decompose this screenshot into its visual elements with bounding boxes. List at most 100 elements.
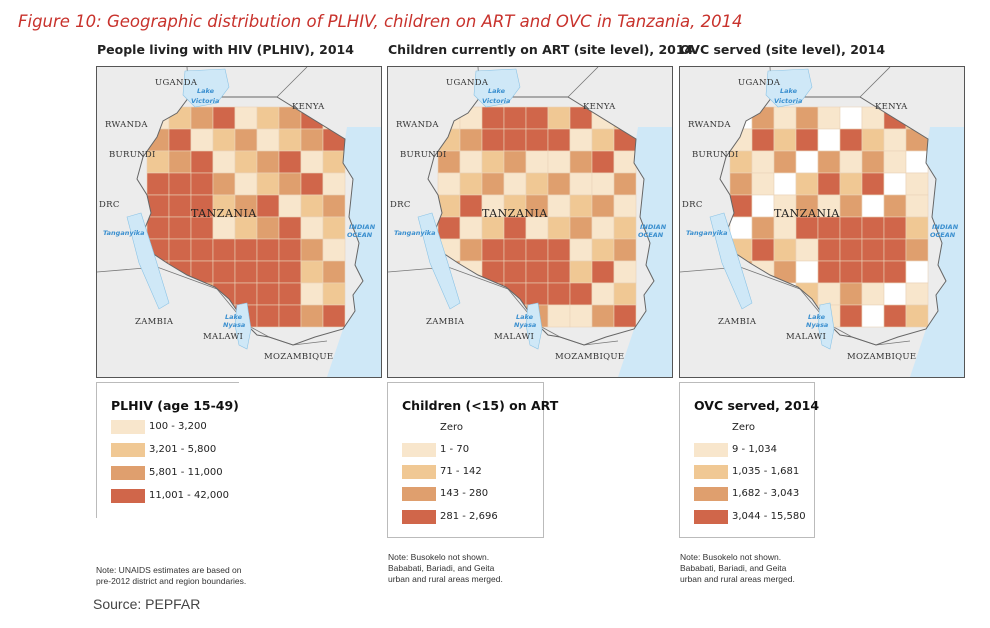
district	[459, 216, 483, 240]
legend-label: 11,001 - 42,000	[149, 490, 229, 501]
district	[300, 172, 324, 196]
district	[212, 106, 236, 130]
district	[839, 238, 863, 262]
district	[234, 106, 258, 130]
district	[905, 260, 929, 284]
district	[168, 128, 192, 152]
district	[278, 216, 302, 240]
legend-swatch	[694, 510, 728, 524]
legend-swatch	[111, 420, 145, 434]
district	[817, 216, 841, 240]
district	[613, 260, 637, 284]
district	[278, 128, 302, 152]
district	[459, 194, 483, 218]
label-drc: DRC	[99, 200, 120, 210]
district	[278, 260, 302, 284]
district	[300, 150, 324, 174]
lake-victoria	[765, 68, 813, 108]
district	[300, 260, 324, 284]
map-ovc: UGANDA KENYA RWANDA BURUNDI DRC TANZANIA ZAMBI…	[679, 66, 965, 378]
district	[256, 216, 280, 240]
district	[547, 238, 571, 262]
district	[591, 216, 615, 240]
district	[234, 282, 258, 306]
district	[795, 150, 819, 174]
label-indian-ocean: INDIAN	[349, 223, 376, 231]
label-lake-tanganyika: Tanganyika	[686, 229, 728, 237]
source-credit: Source: PEPFAR	[93, 596, 201, 612]
district	[751, 172, 775, 196]
indian-ocean	[910, 127, 964, 377]
district	[569, 150, 593, 174]
label-drc: DRC	[682, 200, 703, 210]
label-drc: DRC	[390, 200, 411, 210]
district	[256, 238, 280, 262]
label-uganda: UGANDA	[738, 78, 781, 88]
tanzania-outline	[427, 96, 655, 346]
district	[234, 238, 258, 262]
map-children-art: UGANDA KENYA RWANDA BURUNDI DRC TANZANIA ZAMBI…	[387, 66, 673, 378]
district	[256, 304, 280, 328]
district	[839, 282, 863, 306]
label-mozambique: MOZAMBIQUE	[264, 352, 333, 362]
district	[212, 216, 236, 240]
district	[773, 172, 797, 196]
legend-swatch	[694, 465, 728, 479]
district	[591, 260, 615, 284]
district	[481, 150, 505, 174]
district	[300, 216, 324, 240]
district	[234, 150, 258, 174]
district	[459, 128, 483, 152]
label-zambia: ZAMBIA	[135, 317, 174, 327]
label-lake-victoria: Lake	[197, 87, 215, 95]
district	[861, 260, 885, 284]
district	[547, 260, 571, 284]
label-burundi: BURUNDI	[109, 150, 156, 160]
district	[256, 150, 280, 174]
legend-label: 1,682 - 3,043	[732, 488, 800, 499]
district	[839, 216, 863, 240]
district	[817, 172, 841, 196]
tanzania-outline	[719, 96, 947, 346]
lake-nyasa	[234, 302, 252, 350]
district	[861, 216, 885, 240]
district	[234, 260, 258, 284]
legend-plhiv: PLHIV (age 15-49) 100 - 3,200 3,201 - 5,…	[96, 382, 239, 518]
label-malawi: MALAWI	[203, 332, 243, 342]
district	[817, 282, 841, 306]
note-plhiv: Note: UNAIDS estimates are based on pre-…	[96, 565, 246, 587]
district	[322, 172, 346, 196]
district	[773, 150, 797, 174]
district	[569, 172, 593, 196]
district	[256, 172, 280, 196]
district	[591, 128, 615, 152]
district	[437, 216, 461, 240]
district	[459, 238, 483, 262]
district	[883, 150, 907, 174]
district	[839, 128, 863, 152]
district	[459, 150, 483, 174]
label-tanzania: TANZANIA	[774, 207, 840, 220]
legend-children-art: Children (<15) on ART Zero 1 - 70 71 - 1…	[387, 382, 558, 538]
district	[256, 260, 280, 284]
district	[190, 172, 214, 196]
district	[437, 172, 461, 196]
label-kenya: KENYA	[875, 102, 908, 112]
district	[503, 106, 527, 130]
district	[234, 172, 258, 196]
note-line: pre-2012 district and region boundaries.	[96, 576, 247, 586]
district	[256, 128, 280, 152]
district	[256, 194, 280, 218]
district	[883, 238, 907, 262]
legend-swatch	[111, 466, 145, 480]
label-lake-victoria: Victoria	[482, 97, 510, 105]
district	[212, 172, 236, 196]
district	[773, 106, 797, 130]
note-line: Bababati, Bariadi, and Geita	[388, 563, 495, 573]
label-indian-ocean: INDIAN	[932, 223, 959, 231]
district	[525, 128, 549, 152]
note-ovc: Note: Busokelo not shown. Bababati, Bari…	[680, 552, 795, 585]
legend-swatch	[111, 489, 145, 503]
district	[503, 150, 527, 174]
district	[481, 172, 505, 196]
